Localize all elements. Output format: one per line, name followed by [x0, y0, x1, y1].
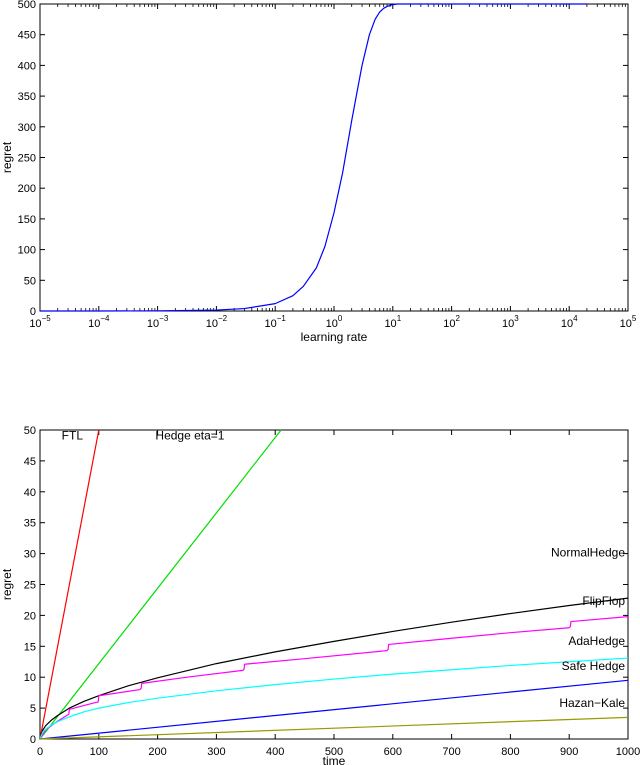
y-axis-title: regret	[0, 141, 14, 173]
y-tick-label: 300	[18, 122, 36, 134]
series-label-safe-hedge: Safe Hedge	[562, 659, 626, 673]
x-tick-label: 10−4	[88, 314, 110, 330]
series-line-adahedge	[40, 657, 628, 740]
x-tick-label: 200	[148, 746, 166, 758]
y-tick-label: 50	[24, 425, 36, 437]
x-tick-label: 1000	[616, 746, 640, 758]
series-label-hazan-kale: Hazan−Kale	[559, 696, 625, 710]
x-tick-label: 500	[325, 746, 343, 758]
y-tick-label: 150	[18, 214, 36, 226]
y-tick-label: 0	[30, 734, 36, 746]
series-line-regret-vs-learning-rate	[40, 3, 587, 312]
y-tick-label: 30	[24, 549, 36, 561]
x-tick-label: 102	[443, 314, 460, 330]
x-tick-label: 0	[37, 746, 43, 758]
y-tick-label: 50	[24, 275, 36, 287]
y-tick-label: 5	[30, 703, 36, 715]
x-tick-label: 100	[90, 746, 108, 758]
x-tick-label: 700	[442, 746, 460, 758]
y-tick-label: 40	[24, 487, 36, 499]
series-line-ftl	[40, 429, 100, 740]
x-tick-label: 100	[326, 314, 343, 330]
y-tick-label: 500	[18, 0, 36, 11]
x-tick-label: 104	[561, 314, 578, 330]
y-tick-label: 450	[18, 30, 36, 42]
plot-frame	[39, 3, 629, 312]
series-label-adahedge: AdaHedge	[568, 634, 625, 648]
x-tick-label: 10−5	[29, 314, 51, 330]
y-tick-label: 350	[18, 91, 36, 103]
series-line-safe-hedge	[40, 679, 628, 740]
y-tick-label: 25	[24, 580, 36, 592]
y-tick-label: 200	[18, 183, 36, 195]
x-tick-label: 105	[620, 314, 637, 330]
x-tick-label: 800	[501, 746, 519, 758]
chart-regret-vs-time: 0 100 200 300 400 500 600 700 800 900 1000 0 5 10 15 20…	[0, 425, 640, 765]
y-tick-label: 10	[24, 672, 36, 684]
y-tick-label: 15	[24, 641, 36, 653]
y-tick-label: 0	[30, 306, 36, 318]
x-tick-label: 101	[384, 314, 401, 330]
series-label-normalhedge: NormalHedge	[551, 546, 625, 560]
y-tick-label: 250	[18, 153, 36, 165]
series-line-hazan-kale	[40, 716, 628, 740]
y-tick-label: 20	[24, 610, 36, 622]
x-tick-label: 10−2	[206, 314, 228, 330]
plot-frame	[39, 429, 629, 740]
y-tick-label: 35	[24, 518, 36, 530]
x-tick-label: 900	[560, 746, 578, 758]
x-tick-label: 10−3	[147, 314, 169, 330]
chart-regret-vs-learning-rate: 10−5 10−4 10−3 10−2 10−1 100 101 102 103 104 105 0 5…	[0, 0, 637, 344]
x-axis-title: time	[323, 754, 346, 765]
x-axis-title: learning rate	[301, 330, 368, 344]
x-tick-label: 600	[384, 746, 402, 758]
y-axis-title: regret	[0, 568, 14, 600]
series-label-ftl: FTL	[62, 428, 84, 442]
y-tick-label: 45	[24, 456, 36, 468]
series-label-flipflop: FlipFlop	[582, 594, 625, 608]
series-line-hedge-eta-1	[40, 429, 282, 740]
series-label-hedge-eta-1: Hedge eta=1	[155, 428, 224, 442]
x-tick-label: 300	[207, 746, 225, 758]
y-tick-label: 400	[18, 60, 36, 72]
series-line-normalhedge	[40, 597, 628, 740]
x-tick-label: 400	[266, 746, 284, 758]
series-line-flipflop	[40, 616, 628, 740]
x-tick-label: 10−1	[265, 314, 287, 330]
y-tick-label: 100	[18, 245, 36, 257]
x-tick-label: 103	[502, 314, 519, 330]
